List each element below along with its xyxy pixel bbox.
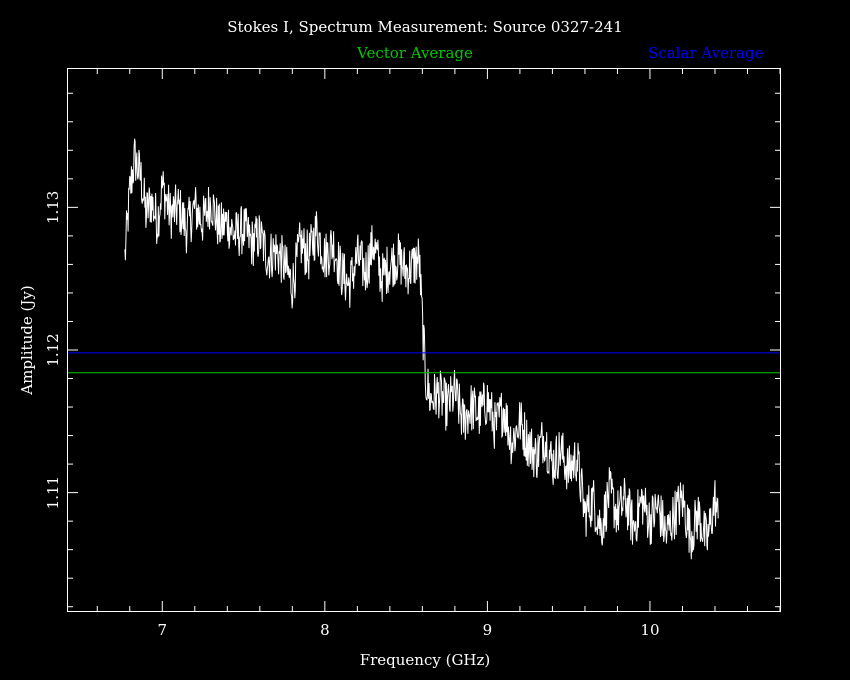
tick-labels: 7 8 9 10 1.11 1.12 1.13 (44, 191, 660, 639)
x-axis-label: Frequency (GHz) (359, 651, 491, 669)
y-tick-label: 1.13 (44, 191, 62, 224)
legend-vector-average: Vector Average (357, 44, 473, 62)
spectrum-trace (124, 138, 719, 560)
y-tick-label: 1.11 (44, 476, 62, 509)
chart-title: Stokes I, Spectrum Measurement: Source 0… (227, 18, 623, 36)
x-tick-label: 10 (640, 621, 659, 639)
x-tick-label: 9 (483, 621, 493, 639)
data-lines (68, 138, 780, 560)
x-tick-label: 8 (320, 621, 330, 639)
axis-ticks (68, 69, 781, 611)
plot-frame (67, 68, 781, 612)
legend-scalar-average: Scalar Average (648, 44, 764, 62)
y-tick-label: 1.12 (44, 333, 62, 366)
x-tick-label: 7 (158, 621, 168, 639)
